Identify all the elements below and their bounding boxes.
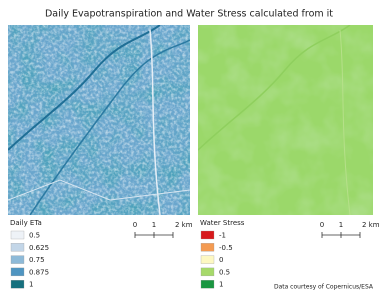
legend-swatch <box>11 256 24 264</box>
credit: Data courtesy of Copernicus/ESA <box>274 284 374 291</box>
legend-label: -1 <box>219 232 226 240</box>
legend-swatch <box>11 231 24 239</box>
legends: Daily ETa 0.5 0.625 0.75 0.875 1 0 1 2 km Water S… <box>10 219 379 289</box>
legend-swatch <box>11 243 24 251</box>
legend-swatch <box>201 243 214 251</box>
legend-label: 0.5 <box>29 232 40 240</box>
legend-swatch <box>11 280 24 288</box>
legend-swatch <box>201 268 214 276</box>
legend-label: 1 <box>219 281 223 289</box>
scale-label: 0 <box>320 221 324 229</box>
legend-title: Water Stress <box>200 219 245 227</box>
legend-swatch <box>201 231 214 239</box>
legend-label: 0.75 <box>29 256 45 264</box>
legend-label: 0 <box>219 256 223 264</box>
legend-swatch <box>201 280 214 288</box>
legend-title: Daily ETa <box>10 219 42 227</box>
figure: Daily Evapotranspiration and Water Stres… <box>0 0 379 294</box>
legend-label: 0.625 <box>29 244 49 252</box>
scale-label: 2 km <box>175 221 193 229</box>
water-stress-map <box>198 25 373 215</box>
scale-label: 2 km <box>362 221 379 229</box>
scale-label: 1 <box>152 221 156 229</box>
legend-label: -0.5 <box>219 244 233 252</box>
legend-label: 0.875 <box>29 268 49 276</box>
legend-swatch <box>201 256 214 264</box>
legend-label: 1 <box>29 281 33 289</box>
legend-swatch <box>11 268 24 276</box>
scale-label: 1 <box>339 221 343 229</box>
scale-label: 0 <box>133 221 137 229</box>
legend-label: 0.5 <box>219 268 230 276</box>
eta-map <box>8 25 190 215</box>
title: Daily Evapotranspiration and Water Stres… <box>45 9 333 20</box>
